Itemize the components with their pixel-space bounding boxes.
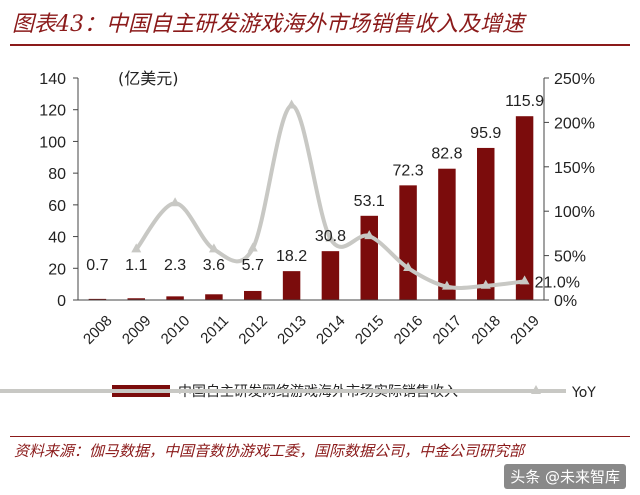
yoy-end-label: 21.0%: [535, 274, 580, 291]
left-tick-label: 40: [48, 230, 66, 247]
bar: [282, 271, 301, 300]
left-tick-label: 120: [39, 103, 66, 120]
x-tick-label: 2009: [119, 312, 155, 348]
left-tick-label: 140: [39, 71, 66, 88]
left-tick-label: 0: [57, 293, 66, 310]
x-tick-label: 2015: [352, 312, 388, 348]
watermark: 头条 @未来智库: [504, 464, 626, 489]
bar: [321, 251, 340, 300]
bar: [360, 215, 378, 300]
x-tick-label: 2016: [391, 312, 427, 348]
bar-value-label: 0.7: [86, 257, 108, 274]
x-tick-label: 2014: [313, 312, 349, 348]
yoy-point: [208, 243, 219, 253]
yoy-point: [286, 99, 297, 109]
right-tick-label: 250%: [554, 71, 595, 88]
right-tick-label: 200%: [554, 115, 595, 132]
right-tick-label: 0%: [554, 293, 577, 310]
x-tick-label: 2012: [235, 312, 271, 348]
yoy-point: [403, 262, 414, 272]
bar-value-label: 115.9: [505, 93, 544, 110]
yoy-point: [325, 232, 336, 242]
bar: [399, 185, 417, 300]
x-tick-label: 2011: [197, 312, 232, 347]
x-tick-label: 2010: [158, 312, 194, 348]
bar: [438, 168, 456, 300]
bar: [205, 294, 223, 300]
left-tick-label: 80: [48, 166, 66, 183]
left-axis: 0 20 40 60 80 100 120 140: [39, 71, 79, 310]
yoy-point: [131, 243, 142, 253]
left-tick-label: 60: [48, 198, 66, 215]
chart: 0 20 40 60 80 100 120 140 0% 50% 100% 150% 200% 250%…: [0, 69, 596, 401]
yoy-point: [364, 230, 375, 240]
footer-divider: [10, 436, 630, 437]
x-tick-label: 2008: [80, 312, 116, 348]
x-tick-label: 2018: [468, 312, 504, 348]
bar-value-label: 72.3: [393, 162, 424, 179]
yoy-point: [170, 197, 181, 207]
yoy-line: 21.0%: [131, 99, 580, 291]
bar: [166, 296, 184, 300]
right-tick-label: 50%: [554, 249, 586, 266]
bar-value-label: 53.1: [354, 193, 385, 210]
right-tick-label: 100%: [554, 204, 595, 221]
bar: [88, 298, 107, 300]
title-divider: [10, 44, 630, 46]
right-axis: 0% 50% 100% 150% 200% 250%: [543, 71, 595, 310]
chart-title: 图表43：中国自主研发游戏海外市场销售收入及增速: [12, 12, 524, 37]
bar-value-label: 18.2: [276, 248, 307, 265]
bar-value-label: 3.6: [203, 257, 225, 274]
bar: [244, 290, 262, 300]
bar-value-label: 1.1: [125, 257, 147, 274]
bars: [78, 116, 544, 301]
x-tick-label: 2017: [430, 312, 466, 348]
legend-line-label: YoY: [571, 385, 596, 401]
bar-value-label: 30.8: [315, 228, 346, 245]
yoy-point: [441, 280, 452, 290]
left-tick-label: 20: [48, 261, 66, 278]
yoy-point: [247, 242, 258, 252]
right-tick-label: 150%: [554, 160, 595, 177]
x-tick-label: 2019: [507, 312, 543, 348]
legend-line-marker: [531, 385, 541, 394]
yoy-point: [480, 279, 491, 289]
bar-value-labels: 0.7 1.1 2.3 3.6 5.7 18.2 30.8 53.1 72.3 82.8 95.91…: [86, 93, 544, 274]
bar-value-label: 2.3: [164, 257, 186, 274]
legend: 中国自主研发网络游戏海外市场实际销售收入 YoY: [0, 383, 596, 401]
x-axis-ticks: 2008 2009 2010 2011 2012 2013 2014 2015 2016 2017…: [80, 312, 543, 348]
bar: [477, 147, 495, 300]
bar: [515, 116, 534, 300]
yoy-point: [519, 275, 530, 285]
bar-value-label: 95.9: [470, 125, 501, 142]
bar-value-label: 5.7: [242, 257, 264, 274]
unit-label: (亿美元): [118, 69, 179, 88]
bar-value-label: 82.8: [431, 146, 462, 163]
left-tick-label: 100: [39, 134, 66, 151]
source-note: 资料来源：伽马数据，中国音数协游戏工委，国际数据公司，中金公司研究部: [14, 442, 525, 460]
bar: [127, 298, 145, 300]
x-tick-label: 2013: [274, 312, 310, 348]
